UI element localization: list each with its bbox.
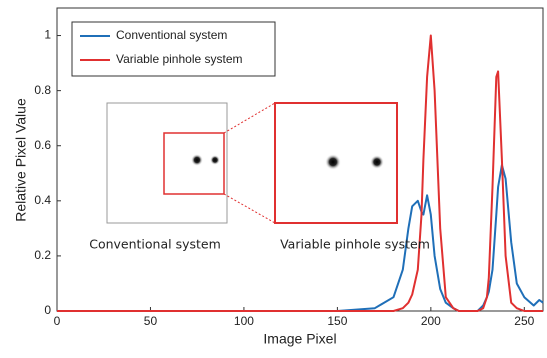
annotation: Variable pinhole system bbox=[280, 237, 430, 252]
annotation: Conventional system bbox=[89, 237, 221, 252]
x-tick-label: 200 bbox=[421, 314, 441, 328]
x-tick-label: 150 bbox=[327, 314, 347, 328]
y-tick-label: 0.4 bbox=[34, 193, 51, 207]
y-tick-label: 0 bbox=[44, 303, 51, 317]
x-tick-label: 0 bbox=[54, 314, 61, 328]
page: {"chart_data": {"type": "line", "x_label… bbox=[0, 0, 547, 353]
y-tick-label: 0.2 bbox=[34, 248, 51, 262]
y-tick-label: 1 bbox=[44, 28, 51, 42]
inset: Conventional system Variable pinhole sys… bbox=[89, 103, 430, 252]
chart: Image Pixel Relative Pixel Value 0 50 100 1… bbox=[0, 0, 547, 353]
legend-label: Conventional system bbox=[116, 28, 227, 42]
spot bbox=[210, 155, 220, 165]
y-tick-label: 0.6 bbox=[34, 138, 51, 152]
inset-conventional bbox=[107, 103, 227, 223]
x-tick-label: 100 bbox=[234, 314, 254, 328]
zoom-line bbox=[224, 194, 275, 223]
x-tick-label: 50 bbox=[144, 314, 158, 328]
zoom-line bbox=[224, 103, 275, 133]
spot bbox=[191, 154, 203, 166]
legend-label: Variable pinhole system bbox=[116, 52, 243, 66]
spot bbox=[325, 154, 341, 170]
y-tick-label: 0.8 bbox=[34, 83, 51, 97]
y-axis-title: Relative Pixel Value bbox=[13, 98, 29, 222]
x-tick-label: 250 bbox=[514, 314, 534, 328]
x-axis-title: Image Pixel bbox=[263, 331, 336, 347]
spot bbox=[370, 155, 384, 169]
